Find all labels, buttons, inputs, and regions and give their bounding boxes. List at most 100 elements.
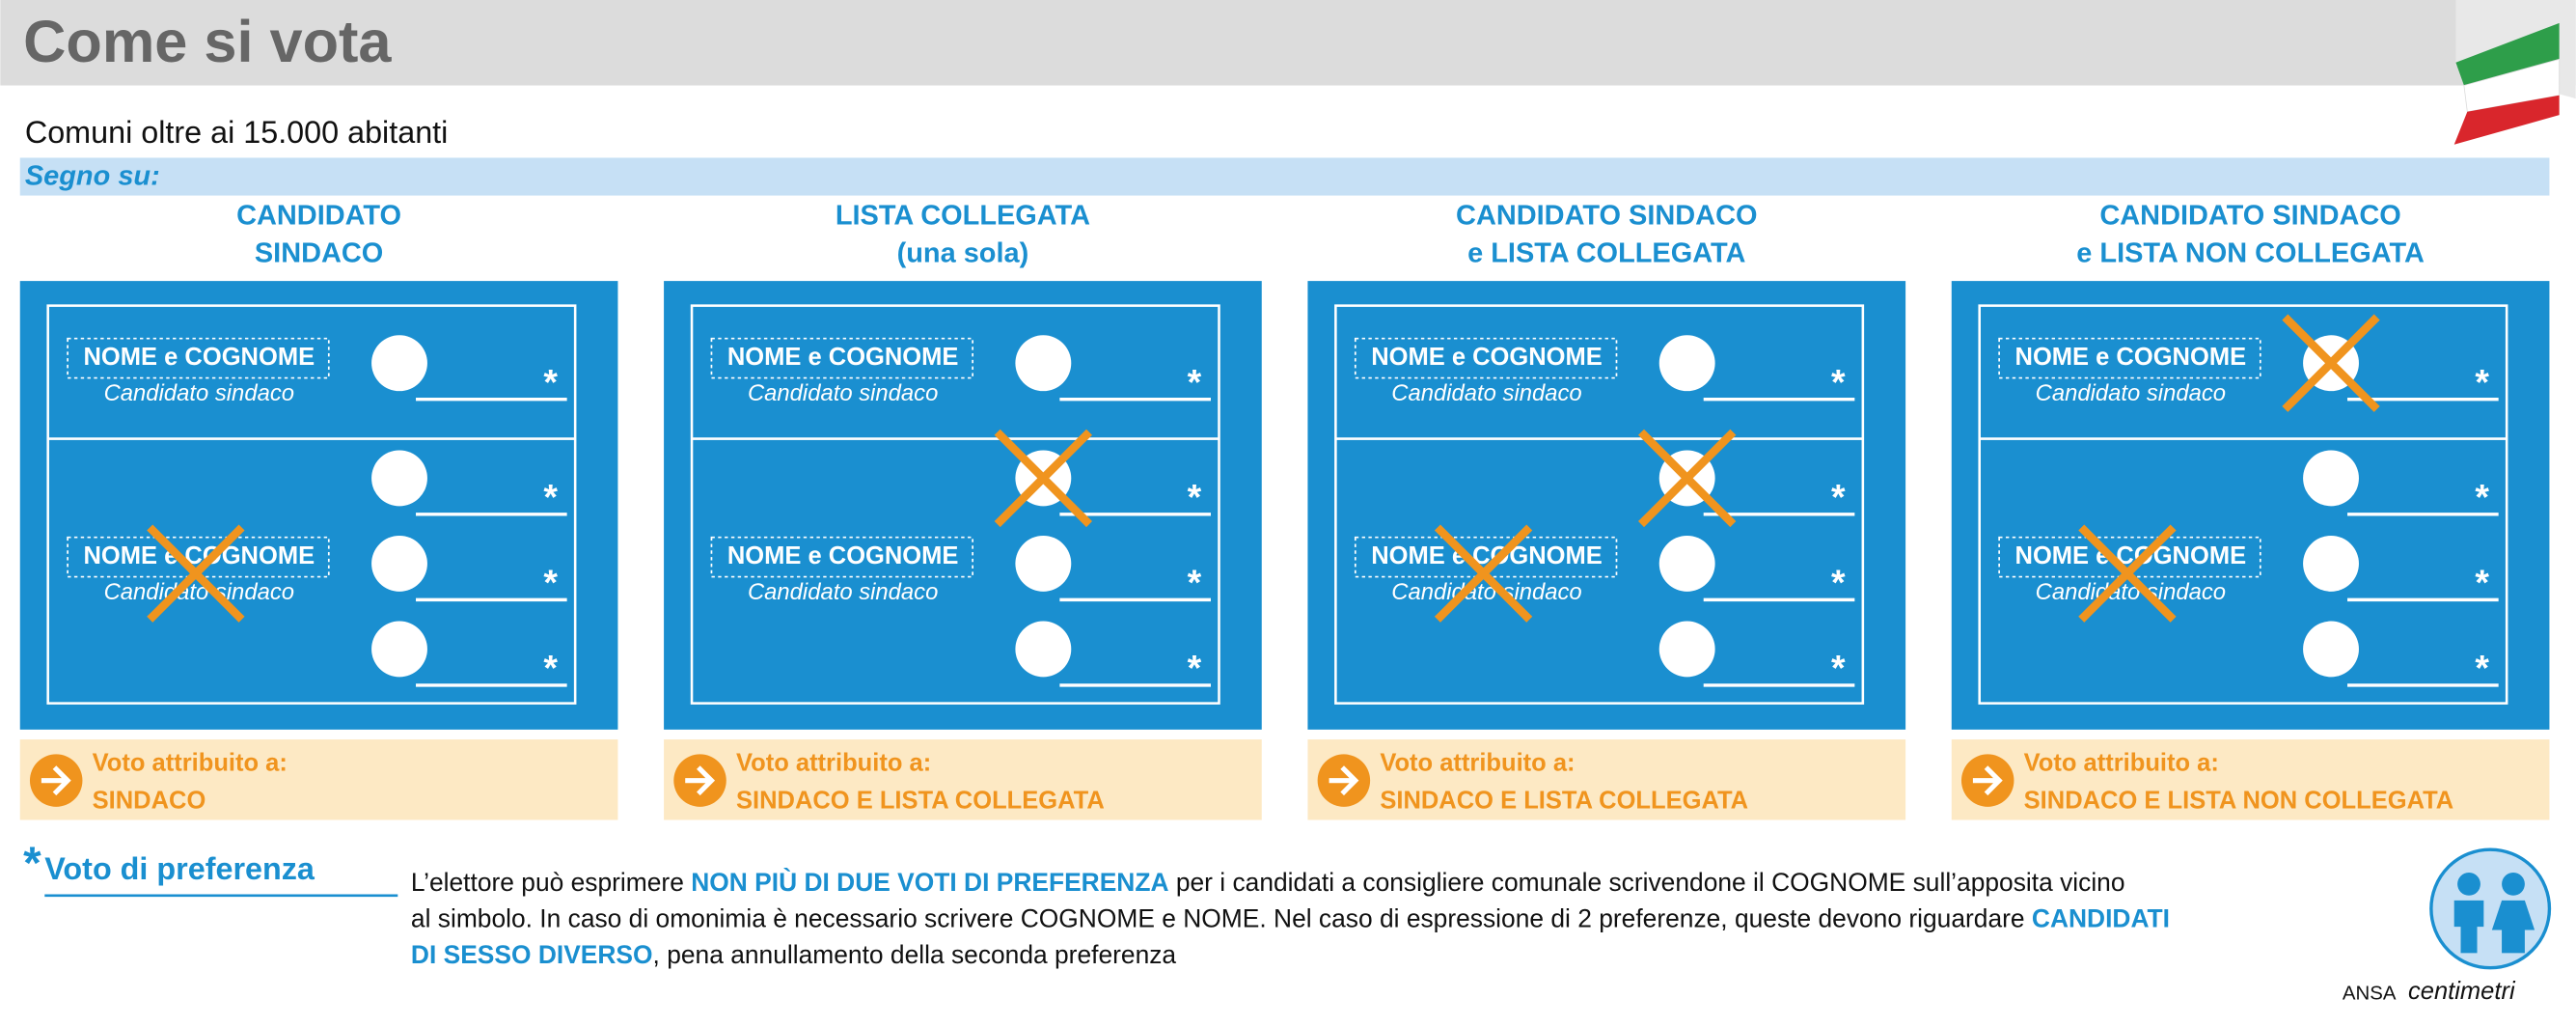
- result-arrow: [1329, 765, 1359, 796]
- symbol: [371, 335, 427, 392]
- panel-heading: CANDIDATO SINDACO: [2099, 200, 2400, 231]
- preference-mark: *: [1831, 361, 1846, 402]
- panel-heading: e LISTA COLLEGATA: [1467, 238, 1745, 269]
- candidate-name: NOME e COGNOME: [2015, 344, 2247, 371]
- header-bar: [0, 0, 2576, 86]
- panel-heading: LISTA COLLEGATA: [836, 200, 1090, 231]
- symbol: [1015, 621, 1072, 678]
- candidate-name: NOME e COGNOME: [727, 542, 959, 569]
- footnote-segment: , pena annullamento della seconda prefer…: [653, 940, 1177, 969]
- result-label: Voto attribuito a:: [93, 749, 288, 776]
- credit-agency: ANSA: [2343, 983, 2397, 1004]
- candidate-role: Candidato sindaco: [748, 380, 938, 406]
- footnote-title: Voto di preferenza: [44, 851, 315, 886]
- ballot-frame: [1334, 304, 1865, 705]
- result-value: SINDACO E LISTA COLLEGATA: [736, 788, 1105, 815]
- candidate-name: NOME e COGNOME: [1371, 344, 1603, 371]
- candidate-name: NOME e COGNOME: [727, 344, 959, 371]
- symbol: [371, 450, 427, 507]
- cross: [994, 429, 1093, 528]
- ballot: [19, 281, 618, 730]
- title: Come si vota: [23, 9, 392, 74]
- name-box: [1354, 536, 1618, 578]
- symbol: [1658, 535, 1715, 592]
- panel-heading: CANDIDATO SINDACO: [1456, 200, 1757, 231]
- footnote-line: al simbolo. In caso di omonimia è necess…: [411, 903, 2170, 932]
- footnote-line: L’elettore può esprimere NON PIÙ DI DUE …: [411, 868, 2125, 897]
- name-box: [710, 337, 973, 379]
- candidate-role: Candidato sindaco: [748, 579, 938, 605]
- cross: [147, 524, 245, 623]
- name-box: [1998, 337, 2261, 379]
- ballot-frame: [46, 304, 577, 705]
- footnote-segment: CANDIDATI: [2032, 903, 2170, 932]
- preference-mark: *: [1188, 562, 1202, 602]
- result-box: [664, 739, 1262, 820]
- preference-mark: *: [1831, 647, 1846, 687]
- footnote-text: L’elettore può esprimere NON PIÙ DI DUE …: [411, 868, 2170, 969]
- candidate-role: Candidato sindaco: [2036, 380, 2226, 406]
- panel-heading: (una sola): [897, 238, 1029, 269]
- symbol: [1658, 335, 1715, 392]
- preference-mark: *: [2475, 361, 2489, 402]
- ballot-frame: [1978, 304, 2508, 705]
- candidate-role: Candidato sindaco: [104, 380, 294, 406]
- candidate-role: Candidato sindaco: [1391, 380, 1581, 406]
- candidate-role: Candidato sindaco: [2036, 579, 2226, 605]
- panel-heading: e LISTA NON COLLEGATA: [2076, 238, 2425, 269]
- preference-mark: *: [543, 476, 558, 516]
- candidate-role: Candidato sindaco: [1391, 579, 1581, 605]
- result-arrow: [685, 765, 716, 796]
- credit-brand: centimetri: [2408, 978, 2516, 1005]
- preference-mark: *: [543, 562, 558, 602]
- name-box: [1998, 536, 2261, 578]
- name-box: [67, 536, 330, 578]
- result-arrow: [1972, 765, 2003, 796]
- cross: [2078, 524, 2177, 623]
- result-label: Voto attribuito a:: [1380, 749, 1575, 776]
- symbol: [2303, 450, 2359, 507]
- panel-heading: SINDACO: [255, 238, 383, 269]
- symbol: [1015, 535, 1072, 592]
- candidate-role: Candidato sindaco: [104, 579, 294, 605]
- cross: [2282, 314, 2380, 412]
- name-box: [710, 536, 973, 578]
- ballot: [664, 281, 1262, 730]
- symbol: [371, 535, 427, 592]
- ballot: [1307, 281, 1906, 730]
- candidate-name: NOME e COGNOME: [84, 344, 315, 371]
- subtitle: Comuni oltre ai 15.000 abitanti: [25, 115, 449, 150]
- preference-mark: *: [543, 647, 558, 687]
- footnote-segment: al simbolo. In caso di omonimia è necess…: [411, 903, 2032, 932]
- section-label: Segno su:: [25, 160, 160, 191]
- preference-mark: *: [1188, 361, 1202, 402]
- preference-mark: *: [1831, 476, 1846, 516]
- ballot-frame: [690, 304, 1220, 705]
- preference-mark: *: [1188, 647, 1202, 687]
- preference-mark: *: [543, 361, 558, 402]
- footnote-segment: L’elettore può esprimere: [411, 868, 691, 897]
- panel-heading: CANDIDATO: [236, 200, 401, 231]
- result-box: [1951, 739, 2550, 820]
- result-value: SINDACO E LISTA NON COLLEGATA: [2024, 788, 2454, 815]
- footnote-segment: DI SESSO DIVERSO: [411, 940, 653, 969]
- footnote-segment: NON PIÙ DI DUE VOTI DI PREFERENZA: [691, 868, 1168, 897]
- preference-mark: *: [2475, 647, 2489, 687]
- result-arrow: [41, 765, 71, 796]
- symbol: [371, 621, 427, 678]
- symbol: [2303, 535, 2359, 592]
- result-value: SINDACO E LISTA COLLEGATA: [1380, 788, 1748, 815]
- name-box: [1354, 337, 1618, 379]
- preference-mark: *: [1831, 562, 1846, 602]
- cross: [1638, 429, 1737, 528]
- footnote-line: DI SESSO DIVERSO, pena annullamento dell…: [411, 940, 1177, 969]
- footnote-segment: per i candidati a consigliere comunale s…: [1169, 868, 2125, 897]
- icon: [2429, 847, 2552, 970]
- flag: [2453, 0, 2576, 145]
- section-bar: [19, 157, 2550, 196]
- symbol: [1015, 335, 1072, 392]
- cross: [1434, 524, 1533, 623]
- panels: CANDIDATO SINDACO NOME e COGNOME Candidato …: [19, 200, 2550, 820]
